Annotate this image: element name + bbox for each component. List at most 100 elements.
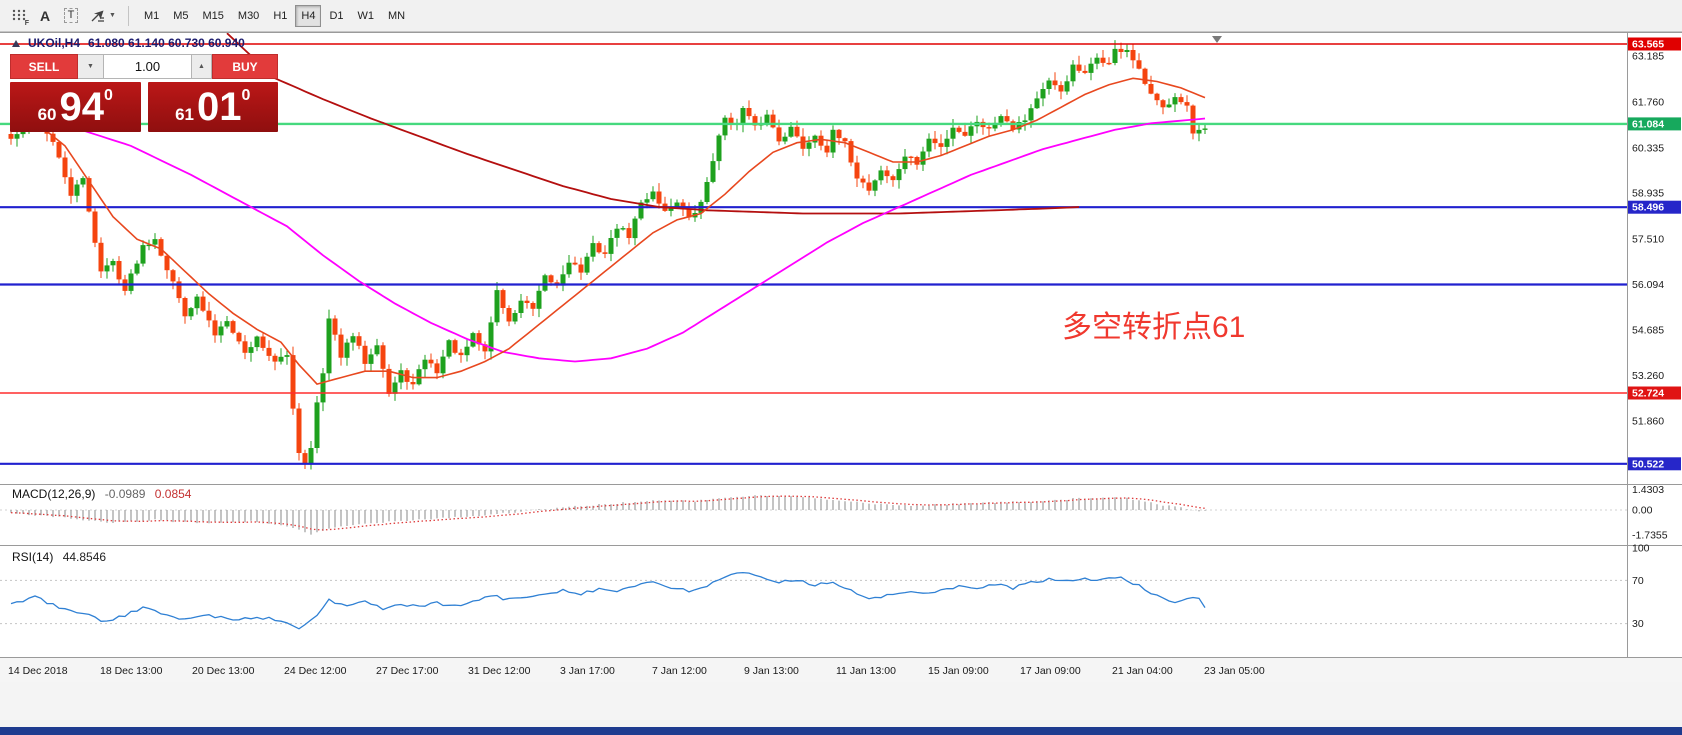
timeframe-w1-button[interactable]: W1 (352, 5, 381, 27)
svg-text:30: 30 (1632, 618, 1644, 630)
sell-price-pip: 0 (104, 87, 113, 104)
volume-input[interactable] (104, 54, 192, 79)
price-row: 60 94 0 61 01 0 (10, 82, 278, 132)
time-axis-label: 24 Dec 12:00 (284, 665, 347, 677)
chevron-down-icon: ▼ (109, 12, 116, 19)
timeframe-h1-button[interactable]: H1 (267, 5, 293, 27)
svg-text:70: 70 (1632, 575, 1644, 587)
macd-signal-value: 0.0854 (154, 487, 192, 501)
svg-text:50.522: 50.522 (1632, 458, 1664, 470)
status-bar (0, 727, 1682, 735)
toolbar-separator (127, 5, 129, 26)
time-axis-label: 20 Dec 13:00 (192, 665, 255, 677)
price-badge (1628, 200, 1681, 214)
svg-text:0.00: 0.00 (1632, 505, 1653, 517)
timeframe-d1-button[interactable]: D1 (323, 5, 349, 27)
objects-grid-icon-button[interactable]: F (7, 4, 31, 28)
rsi-panel (0, 571, 1627, 630)
timeframe-mn-button[interactable]: MN (382, 5, 411, 27)
price-badge (1628, 386, 1681, 400)
rsi-value: 44.8546 (62, 550, 107, 564)
price-badge (1628, 117, 1681, 131)
timeframe-m1-button[interactable]: M1 (138, 5, 165, 27)
time-axis-label: 15 Jan 09:00 (928, 665, 989, 677)
timeframe-m5-button[interactable]: M5 (167, 5, 194, 27)
svg-text:61.760: 61.760 (1632, 97, 1664, 109)
moving-average-line (10, 77, 1206, 385)
buy-price-pip: 0 (241, 87, 251, 104)
letter-a-icon: A (39, 7, 51, 24)
buy-price-prefix: 61 (175, 105, 194, 124)
svg-text:100: 100 (1632, 543, 1650, 555)
sell-price-prefix: 60 (37, 105, 57, 124)
candles-layer (8, 40, 1208, 470)
price-badge (1628, 457, 1681, 471)
timeframe-h4-button[interactable]: H4 (295, 4, 322, 27)
main-plot-layer (0, 33, 1627, 470)
time-axis-label: 27 Dec 17:00 (376, 665, 439, 677)
rsi-indicator-label: RSI(14) 44.8546 (12, 550, 106, 564)
chart-annotation-text: 多空转折点61 (1062, 311, 1246, 344)
one-click-trading-panel: SELL ▼ ▲ BUY 60 94 0 61 01 (10, 54, 278, 132)
cursor-lines-icon (91, 9, 104, 22)
volume-dropdown-button[interactable]: ▼ (78, 54, 104, 79)
svg-text:60.335: 60.335 (1632, 143, 1664, 155)
dots-grid-icon (12, 9, 26, 20)
sell-button[interactable]: SELL (10, 54, 78, 79)
chart-symbol-timeframe: UKOil,H4 (28, 36, 81, 50)
text-tool-button[interactable]: T (59, 4, 83, 28)
time-axis-label: 3 Jan 17:00 (560, 665, 615, 677)
buy-price-display[interactable]: 61 01 0 (147, 82, 278, 132)
bottom-spacer (0, 682, 1682, 727)
chevron-down-icon: ▼ (87, 63, 94, 70)
time-axis-label: 9 Jan 13:00 (744, 665, 799, 677)
macd-panel (0, 495, 1627, 535)
svg-text:63.185: 63.185 (1632, 51, 1664, 63)
sell-price-display[interactable]: 60 94 0 (10, 82, 141, 132)
time-axis-label: 23 Jan 05:00 (1204, 665, 1265, 677)
price-badge (1628, 37, 1681, 51)
time-axis-label: 11 Jan 13:00 (836, 665, 896, 677)
moving-average-line (226, 33, 1080, 215)
time-axis: 14 Dec 2018 18 Dec 13:00 20 Dec 13:00 24 De… (0, 658, 1682, 682)
macd-indicator-label: MACD(12,26,9) -0.0989 0.0854 (12, 487, 191, 501)
timeframe-m30-button[interactable]: M30 (232, 5, 265, 27)
sell-price-main: 94 (59, 85, 105, 129)
chart-shift-marker (1212, 36, 1222, 43)
svg-text:-1.7355: -1.7355 (1632, 530, 1668, 542)
hlines-layer (0, 43, 1627, 465)
svg-text:58.935: 58.935 (1632, 188, 1664, 200)
svg-text:51.860: 51.860 (1632, 415, 1664, 427)
symbol-marker-icon (12, 39, 20, 47)
time-axis-label: 18 Dec 13:00 (100, 665, 163, 677)
order-row: SELL ▼ ▲ BUY (10, 54, 278, 79)
volume-increase-button[interactable]: ▲ (192, 54, 212, 79)
svg-text:1.4303: 1.4303 (1632, 484, 1664, 496)
time-axis-label: 31 Dec 12:00 (468, 665, 531, 677)
buy-price-main: 01 (197, 85, 242, 129)
crosshair-tool-button[interactable]: ▼ (85, 4, 119, 28)
svg-text:61.084: 61.084 (1632, 118, 1664, 130)
timeframe-group: M1 M5 M15 M30 H1 H4 D1 W1 MN (137, 4, 412, 27)
letter-t-icon: T (63, 8, 79, 23)
svg-text:57.510: 57.510 (1632, 233, 1664, 245)
time-axis-label: 7 Jan 12:00 (652, 665, 707, 677)
chart-canvas[interactable]: 63.185 61.760 60.335 58.935 57.510 56.094 54.6… (0, 32, 1682, 682)
svg-text:56.094: 56.094 (1632, 279, 1664, 291)
moving-average-line (10, 117, 1206, 363)
chart-region: 63.185 61.760 60.335 58.935 57.510 56.094 54.6… (0, 32, 1682, 682)
time-axis-label: 21 Jan 04:00 (1112, 665, 1173, 677)
timeframe-m15-button[interactable]: M15 (197, 5, 230, 27)
rsi-name: RSI(14) (12, 550, 54, 564)
price-axis: 63.185 61.760 60.335 58.935 57.510 56.094 54.6… (1627, 32, 1681, 658)
macd-main-value: -0.0989 (104, 487, 146, 501)
svg-text:53.260: 53.260 (1632, 370, 1664, 382)
label-tool-button[interactable]: A (33, 4, 57, 28)
f-tag-label: F (24, 19, 29, 27)
buy-button[interactable]: BUY (212, 54, 278, 79)
macd-name: MACD(12,26,9) (12, 487, 96, 501)
svg-text:54.685: 54.685 (1632, 324, 1664, 336)
svg-text:63.565: 63.565 (1632, 39, 1664, 51)
toolbar: F A T ▼ M1 M5 M15 M30 H1 H4 D1 W1 MN (0, 0, 1682, 32)
